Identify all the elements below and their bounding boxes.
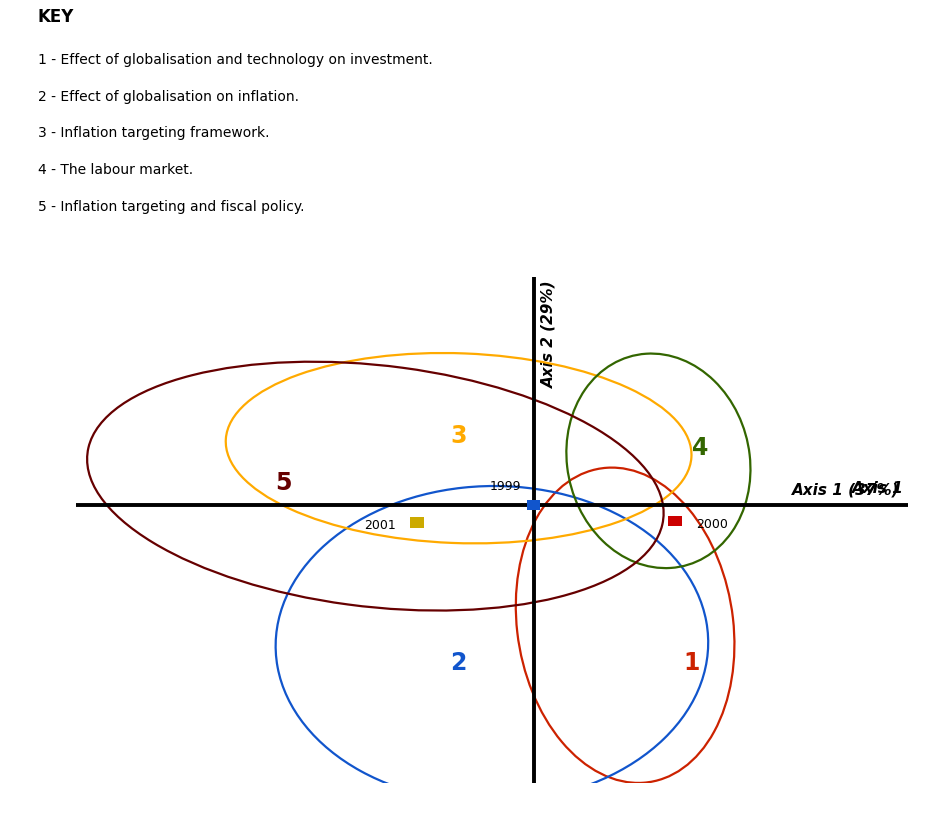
- Text: Axis 1 (37%): Axis 1 (37%): [807, 481, 904, 495]
- Text: Axis 1 (37%): Axis 1 (37%): [792, 482, 900, 497]
- Text: 5 - Inflation targeting and fiscal policy.: 5 - Inflation targeting and fiscal polic…: [38, 200, 305, 214]
- Bar: [669, 516, 682, 526]
- Text: 4 - The labour market.: 4 - The labour market.: [38, 163, 193, 177]
- Bar: [527, 500, 540, 510]
- Bar: [411, 517, 424, 528]
- Text: 1999: 1999: [490, 480, 521, 493]
- Text: Axis 2 (29%): Axis 2 (29%): [541, 281, 556, 388]
- Text: 1: 1: [684, 651, 700, 675]
- Text: 4: 4: [692, 437, 709, 460]
- Text: 2001: 2001: [364, 519, 396, 532]
- Text: 3 - Inflation targeting framework.: 3 - Inflation targeting framework.: [38, 126, 270, 140]
- Text: Axis 1: Axis 1: [852, 481, 904, 495]
- Text: 2: 2: [450, 651, 466, 675]
- Text: 1 - Effect of globalisation and technology on investment.: 1 - Effect of globalisation and technolo…: [38, 53, 432, 67]
- Text: 3: 3: [450, 424, 467, 447]
- Text: 2 - Effect of globalisation on inflation.: 2 - Effect of globalisation on inflation…: [38, 90, 299, 104]
- Text: KEY: KEY: [38, 8, 74, 26]
- Text: 5: 5: [275, 471, 292, 495]
- Text: 2000: 2000: [696, 517, 727, 530]
